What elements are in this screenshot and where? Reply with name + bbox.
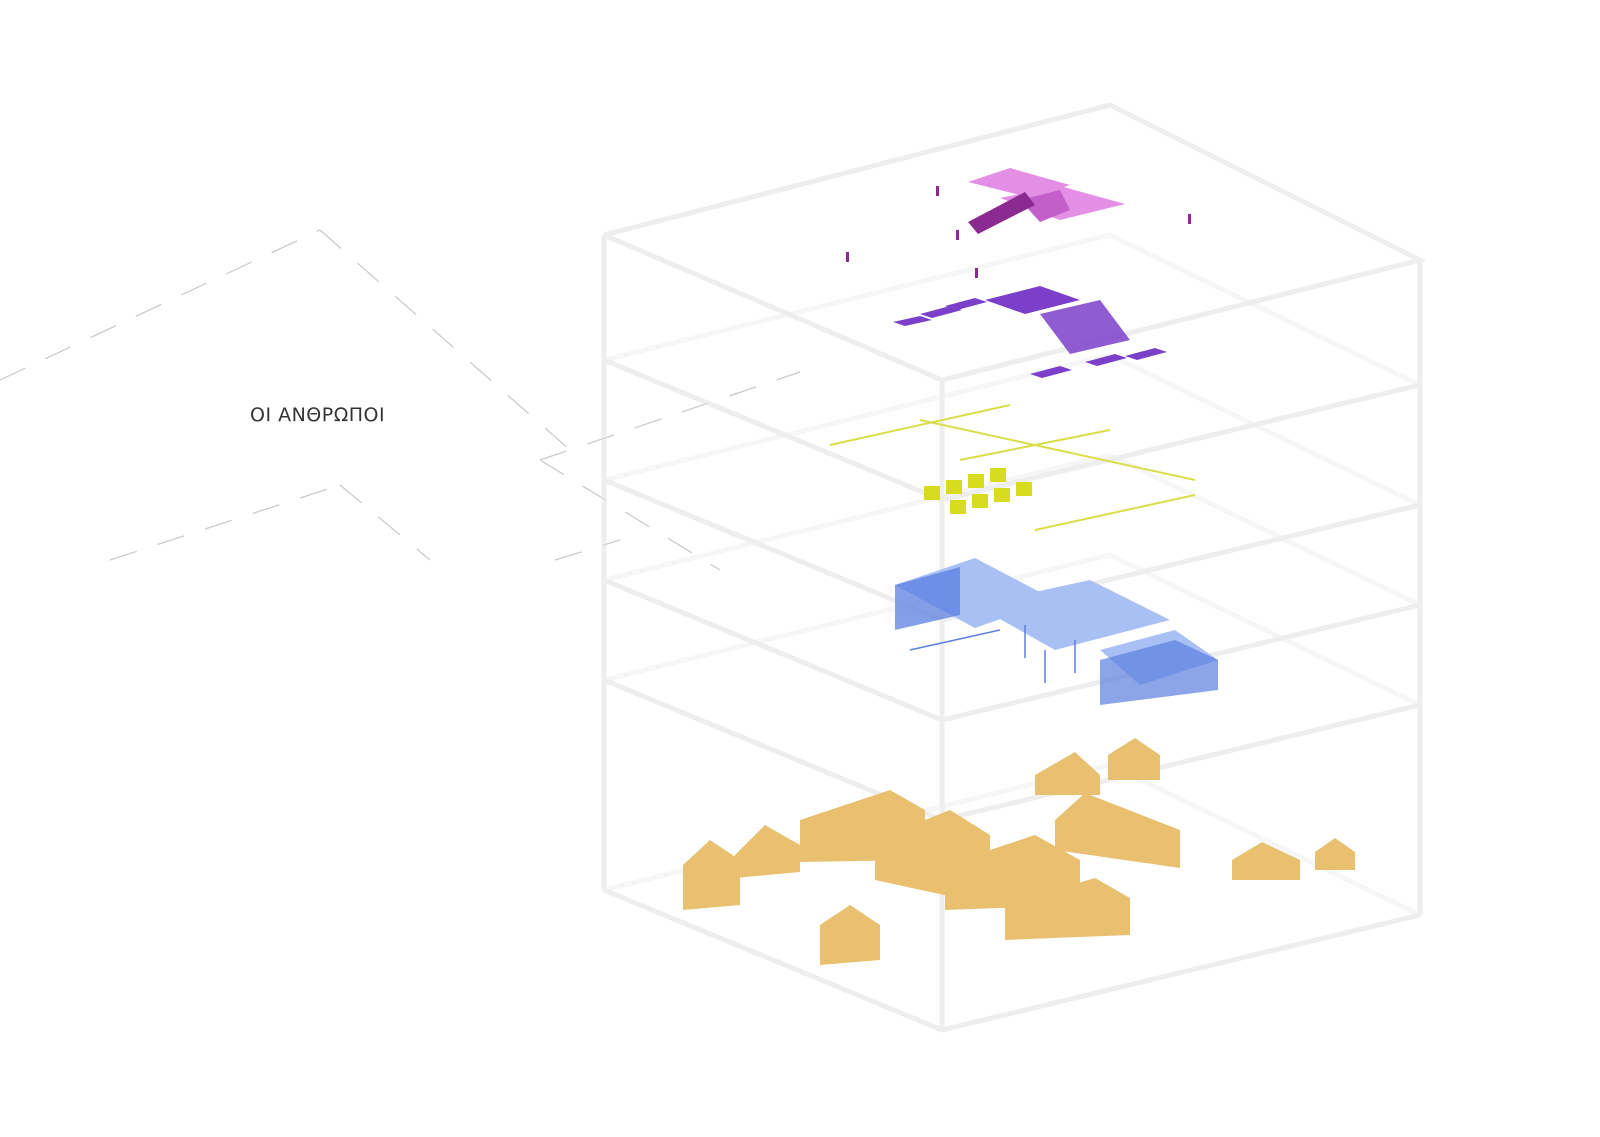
figure-icon	[956, 230, 959, 240]
frame-level	[603, 357, 1421, 503]
figure-icon	[1188, 214, 1191, 224]
frame-level	[603, 352, 1422, 508]
frame-level	[603, 577, 1421, 723]
layer-3-line	[1034, 494, 1196, 531]
layer-5-house	[1108, 738, 1160, 780]
figure-icon	[975, 268, 978, 278]
figure-icon	[846, 252, 849, 262]
layer-4-geometry	[895, 558, 1218, 705]
layer-5-house	[735, 825, 800, 878]
layer-3-line	[959, 429, 1111, 461]
layer-5-house	[1055, 793, 1180, 868]
layer-5-house	[820, 905, 880, 965]
layer-4-column	[909, 629, 1001, 651]
layer-5-house	[1005, 878, 1130, 940]
layer-2-block	[920, 306, 962, 318]
guide-line	[109, 484, 341, 561]
layer-3-block	[968, 474, 984, 488]
layer-2-block	[985, 286, 1080, 314]
frame-top	[603, 102, 1428, 383]
layer-5-geometry	[683, 738, 1355, 965]
guide-line	[539, 459, 721, 571]
layer-2-block	[1085, 354, 1127, 366]
layer-5-house	[1232, 842, 1300, 880]
layer-3-geometry	[829, 404, 1196, 531]
frame-level	[603, 452, 1422, 608]
guide-line	[319, 229, 571, 451]
layer-3-block	[946, 480, 962, 494]
layer-2-block	[945, 298, 987, 310]
layer-2-block	[893, 316, 932, 326]
layer-2-block	[1030, 366, 1072, 378]
layer-label-3: ΟΙ ΑΝΘΡΩΠΟΙ	[250, 404, 386, 426]
layer-4-roof	[975, 580, 1170, 650]
layer-2-geometry	[893, 286, 1167, 378]
layer-5-house	[683, 840, 740, 910]
layer-3-block	[1016, 482, 1032, 496]
layer-2-block	[1040, 300, 1130, 354]
layer-5-house	[1315, 838, 1355, 870]
frame-level	[603, 552, 1422, 708]
figure-icon	[936, 186, 939, 196]
layer-3-block	[972, 494, 988, 508]
layer-3-line	[919, 419, 1196, 481]
guide-line	[554, 539, 621, 561]
layer-2-block	[1125, 348, 1167, 360]
frame-level	[603, 232, 1422, 388]
layer-1-geometry	[846, 168, 1191, 278]
layer-1-stair	[968, 192, 1035, 234]
frame-level	[603, 477, 1421, 623]
guide-line	[0, 229, 321, 381]
guide-lines	[0, 229, 801, 571]
layer-3-line	[829, 404, 1011, 446]
layer-1-slab	[1020, 190, 1070, 222]
layer-3-block	[924, 486, 940, 500]
layer-4-wall	[895, 567, 960, 630]
layer-5-house	[945, 835, 1080, 910]
layer-3-block	[990, 468, 1006, 482]
layer-5-house	[1035, 752, 1100, 795]
layer-3-block	[994, 488, 1010, 502]
layer-3-block	[950, 500, 966, 514]
layer-4-wall	[1100, 640, 1218, 705]
guide-line	[339, 484, 431, 561]
